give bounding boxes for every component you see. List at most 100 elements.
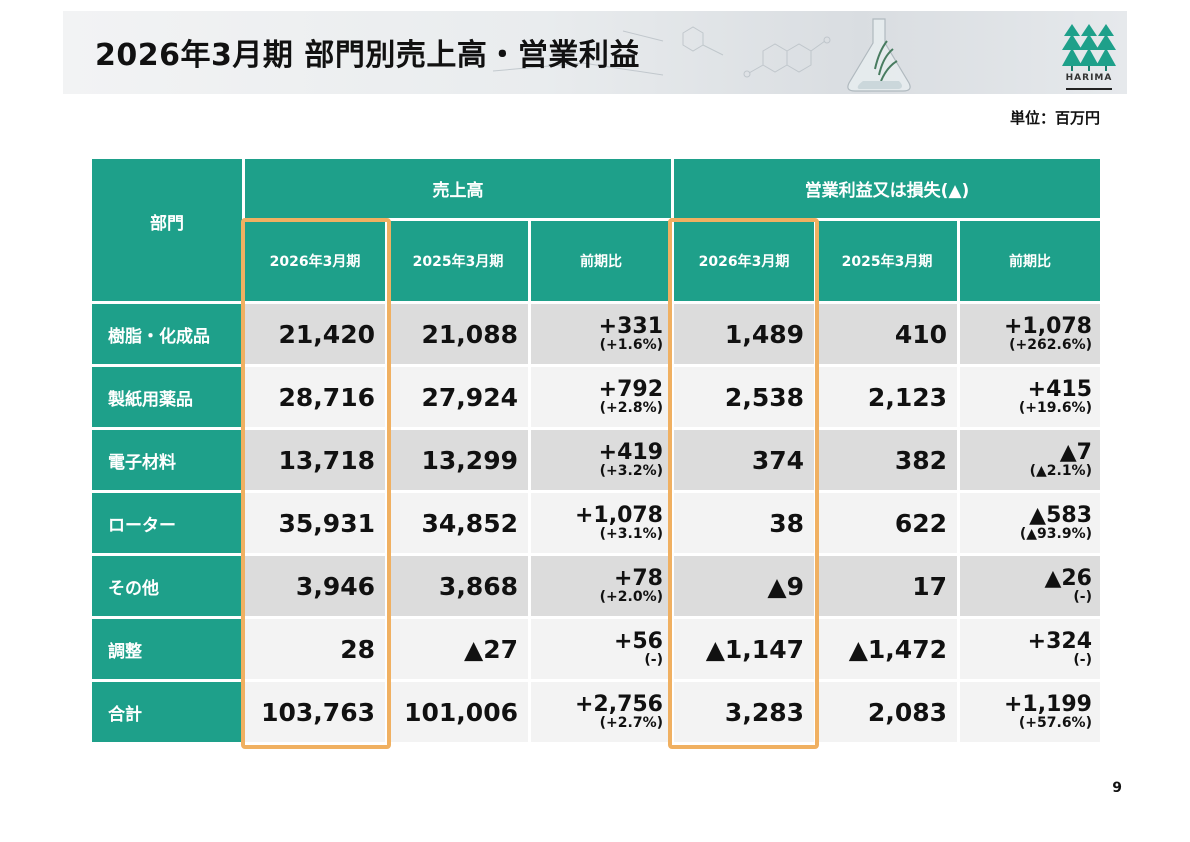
row-label: 製紙用薬品 xyxy=(92,367,242,427)
row-label: 樹脂・化成品 xyxy=(92,304,242,364)
op-yoy-cell: +324 (-) xyxy=(960,619,1100,679)
op-pct: (▲2.1%) xyxy=(1029,463,1092,480)
sales-yoy-cell: +1,078 (+3.1%) xyxy=(531,493,671,553)
sales-2026-cell: 35,931 xyxy=(245,493,385,553)
sales-pct: (-) xyxy=(644,652,663,669)
sales-pct: (+3.2%) xyxy=(599,463,663,480)
op-2025-cell: 410 xyxy=(817,304,957,364)
op-diff: +1,199 xyxy=(1003,692,1092,718)
sales-yoy-cell: +78 (+2.0%) xyxy=(531,556,671,616)
sales-pct: (+2.8%) xyxy=(599,400,663,417)
op-pct: (▲93.9%) xyxy=(1019,526,1092,543)
operating-profit-group-header: 営業利益又は損失(▲) xyxy=(674,159,1100,218)
row-label: 合計 xyxy=(92,682,242,742)
sales-diff: +78 xyxy=(613,566,663,592)
table-row-total: 合計 103,763 101,006 +2,756 (+2.7%) 3,283 2… xyxy=(92,682,1100,742)
op-2025-cell: 622 xyxy=(817,493,957,553)
op-diff: +1,078 xyxy=(1003,314,1092,340)
sales-2025-cell: 27,924 xyxy=(388,367,528,427)
col-header-op-2026: 2026年3月期 xyxy=(674,221,814,301)
flask-molecule-illustration xyxy=(492,18,911,92)
op-2026-cell: 374 xyxy=(674,430,814,490)
op-diff: ▲7 xyxy=(1059,440,1092,466)
op-diff: +415 xyxy=(1027,377,1092,403)
op-pct: (+57.6%) xyxy=(1018,715,1092,732)
op-2025-cell: ▲1,472 xyxy=(817,619,957,679)
op-2026-cell: ▲1,147 xyxy=(674,619,814,679)
table-row: その他 3,946 3,868 +78 (+2.0%) ▲9 17 ▲26 (-) xyxy=(92,556,1100,616)
sales-diff: +2,756 xyxy=(574,692,663,718)
sales-2025-cell: 13,299 xyxy=(388,430,528,490)
sales-2025-cell: ▲27 xyxy=(388,619,528,679)
sales-2025-cell: 34,852 xyxy=(388,493,528,553)
page-number: 9 xyxy=(1112,780,1122,796)
unit-label: 単位：百万円 xyxy=(1009,109,1100,127)
header-band xyxy=(63,11,1127,94)
logo-text: HARIMA xyxy=(1065,73,1113,83)
op-diff: +324 xyxy=(1027,629,1092,655)
sales-diff: +792 xyxy=(598,377,663,403)
dept-header: 部門 xyxy=(92,159,242,301)
op-2026-cell: 2,538 xyxy=(674,367,814,427)
table-row: 製紙用薬品 28,716 27,924 +792 (+2.8%) 2,538 2,… xyxy=(92,367,1100,427)
row-label: ローター xyxy=(92,493,242,553)
op-yoy-cell: +415 (+19.6%) xyxy=(960,367,1100,427)
sales-diff: +1,078 xyxy=(574,503,663,529)
sales-yoy-cell: +2,756 (+2.7%) xyxy=(531,682,671,742)
sales-pct: (+3.1%) xyxy=(599,526,663,543)
sales-pct: (+2.7%) xyxy=(599,715,663,732)
op-pct: (-) xyxy=(1073,652,1092,669)
op-diff: ▲26 xyxy=(1044,566,1092,592)
row-label: その他 xyxy=(92,556,242,616)
sales-diff: +331 xyxy=(598,314,663,340)
table-row: 樹脂・化成品 21,420 21,088 +331 (+1.6%) 1,489 4… xyxy=(92,304,1100,364)
col-header-sales-yoy: 前期比 xyxy=(531,221,671,301)
op-2026-cell: 1,489 xyxy=(674,304,814,364)
sales-yoy-cell: +419 (+3.2%) xyxy=(531,430,671,490)
table-row: 調整 28 ▲27 +56 (-) ▲1,147 ▲1,472 +324 (-) xyxy=(92,619,1100,679)
sales-2025-cell: 101,006 xyxy=(388,682,528,742)
op-diff: ▲583 xyxy=(1029,503,1092,529)
sales-yoy-cell: +331 (+1.6%) xyxy=(531,304,671,364)
table-row: 電子材料 13,718 13,299 +419 (+3.2%) 374 382 ▲… xyxy=(92,430,1100,490)
op-yoy-cell: ▲26 (-) xyxy=(960,556,1100,616)
sales-diff: +419 xyxy=(598,440,663,466)
sales-2025-cell: 21,088 xyxy=(388,304,528,364)
op-yoy-cell: ▲583 (▲93.9%) xyxy=(960,493,1100,553)
sales-2026-cell: 103,763 xyxy=(245,682,385,742)
sales-2025-cell: 3,868 xyxy=(388,556,528,616)
col-header-sales-2026: 2026年3月期 xyxy=(245,221,385,301)
op-yoy-cell: +1,199 (+57.6%) xyxy=(960,682,1100,742)
op-yoy-cell: +1,078 (+262.6%) xyxy=(960,304,1100,364)
sales-2026-cell: 3,946 xyxy=(245,556,385,616)
col-header-op-2025: 2025年3月期 xyxy=(817,221,957,301)
row-label: 調整 xyxy=(92,619,242,679)
op-yoy-cell: ▲7 (▲2.1%) xyxy=(960,430,1100,490)
op-pct: (+262.6%) xyxy=(1009,337,1092,354)
page-title: 2026年3月期 部門別売上高・営業利益 xyxy=(95,38,640,73)
op-2025-cell: 2,123 xyxy=(817,367,957,427)
op-2025-cell: 2,083 xyxy=(817,682,957,742)
table-row: ローター 35,931 34,852 +1,078 (+3.1%) 38 622 … xyxy=(92,493,1100,553)
col-header-op-yoy: 前期比 xyxy=(960,221,1100,301)
op-pct: (-) xyxy=(1073,589,1092,606)
logo-underline xyxy=(1066,88,1112,90)
row-label: 電子材料 xyxy=(92,430,242,490)
sales-yoy-cell: +792 (+2.8%) xyxy=(531,367,671,427)
sales-2026-cell: 13,718 xyxy=(245,430,385,490)
col-header-sales-2025: 2025年3月期 xyxy=(388,221,528,301)
op-2026-cell: 38 xyxy=(674,493,814,553)
sales-pct: (+1.6%) xyxy=(599,337,663,354)
segment-results-table: 部門 売上高 営業利益又は損失(▲) 2026年3月期 2025年3月期 前期比… xyxy=(89,156,1103,745)
harima-tree-logo-icon xyxy=(1062,24,1116,71)
op-pct: (+19.6%) xyxy=(1018,400,1092,417)
sales-2026-cell: 28,716 xyxy=(245,367,385,427)
sales-diff: +56 xyxy=(613,629,663,655)
op-2026-cell: ▲9 xyxy=(674,556,814,616)
op-2026-cell: 3,283 xyxy=(674,682,814,742)
sales-pct: (+2.0%) xyxy=(599,589,663,606)
sales-yoy-cell: +56 (-) xyxy=(531,619,671,679)
sales-2026-cell: 28 xyxy=(245,619,385,679)
op-2025-cell: 382 xyxy=(817,430,957,490)
sales-group-header: 売上高 xyxy=(245,159,671,218)
